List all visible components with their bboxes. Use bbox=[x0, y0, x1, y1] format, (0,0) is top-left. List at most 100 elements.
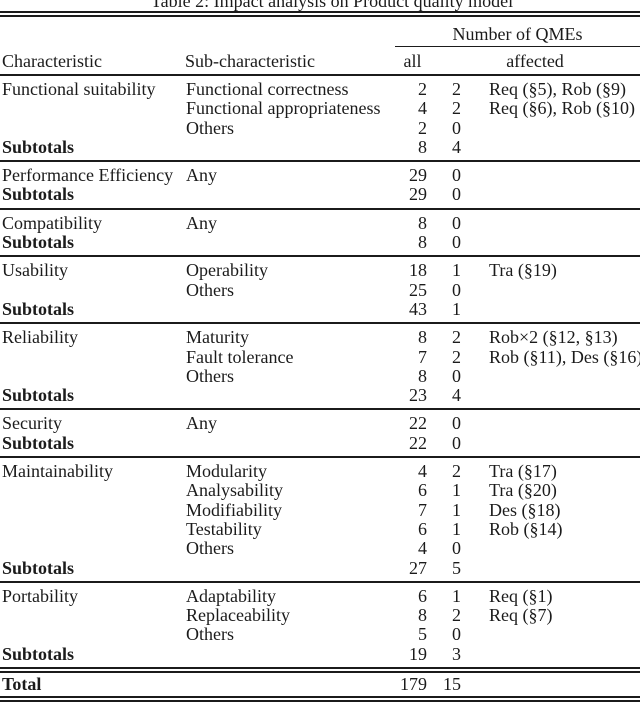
table-row: Functional suitability Functional correct… bbox=[0, 75, 640, 99]
table-row: Replaceability 8 2 Req (§7) bbox=[0, 605, 640, 626]
characteristic-cell bbox=[0, 520, 185, 539]
subtotal-sub-spacer bbox=[185, 185, 395, 208]
subtotal-sub-spacer bbox=[185, 233, 395, 256]
subcharacteristic-cell: Maturity bbox=[186, 327, 249, 348]
subcharacteristic-cell: Any bbox=[186, 212, 217, 233]
qme-affected-cell: 2 bbox=[452, 461, 461, 482]
qme-all-cell: 5 bbox=[418, 624, 427, 645]
qme-affected-cell: 0 bbox=[452, 413, 461, 434]
qme-all-cell: 6 bbox=[418, 585, 427, 606]
subtotal-affected-count: 3 bbox=[452, 643, 461, 664]
subcharacteristic-cell: Others bbox=[186, 279, 234, 300]
subtotal-row: Subtotals 19 3 bbox=[0, 643, 640, 670]
subcharacteristic-cell: Operability bbox=[186, 260, 268, 281]
subtotal-sub-spacer bbox=[185, 386, 395, 409]
subtotal-label: Subtotals bbox=[2, 643, 75, 664]
qme-affected-cell: 0 bbox=[452, 279, 461, 300]
subtotal-notes-spacer bbox=[462, 300, 640, 323]
qme-all-cell: 4 bbox=[418, 98, 427, 119]
subtotal-label: Subtotals bbox=[2, 184, 75, 205]
subtotal-notes-spacer bbox=[462, 386, 640, 409]
section-portability: Portability Adaptability 6 1 Req (§1) Replace… bbox=[0, 581, 640, 670]
total-all-count: 179 bbox=[400, 674, 427, 695]
qme-affected-cell: 0 bbox=[452, 538, 461, 559]
characteristic-cell bbox=[0, 99, 185, 118]
subtotal-sub-spacer bbox=[185, 434, 395, 457]
affected-notes-cell bbox=[462, 409, 640, 433]
col-header-characteristic: Characteristic bbox=[2, 50, 102, 71]
subtotal-affected-count: 1 bbox=[452, 298, 461, 319]
subcharacteristic-cell: Any bbox=[186, 165, 217, 186]
affected-notes-cell bbox=[462, 539, 640, 558]
total-affected-count: 15 bbox=[443, 674, 461, 695]
section-functional-suitability: Functional suitability Functional correct… bbox=[0, 75, 640, 161]
subcharacteristic-cell: Testability bbox=[186, 518, 262, 539]
subtotal-label: Subtotals bbox=[2, 557, 75, 578]
section-maintainability: Maintainability Modularity 4 2 Tra (§17) Anal… bbox=[0, 457, 640, 582]
characteristic-cell: Usability bbox=[2, 260, 68, 281]
qme-all-cell: 4 bbox=[418, 461, 427, 482]
qme-all-cell: 8 bbox=[418, 327, 427, 348]
total-section: Total 179 15 bbox=[0, 670, 640, 700]
subcharacteristic-cell: Functional correctness bbox=[186, 79, 349, 99]
table-row: Performance Efficiency Any 29 0 bbox=[0, 161, 640, 185]
group-header-row: Number of QMEs bbox=[0, 14, 640, 47]
affected-notes-cell: Req (§5), Rob (§9) bbox=[489, 79, 626, 99]
characteristic-cell bbox=[0, 501, 185, 520]
affected-notes-cell bbox=[462, 119, 640, 138]
characteristic-cell bbox=[0, 606, 185, 625]
subtotal-row: Subtotals 23 4 bbox=[0, 385, 640, 409]
subtotal-sub-spacer bbox=[185, 559, 395, 582]
table-row: Modifiability 7 1 Des (§18) bbox=[0, 499, 640, 520]
subtotal-row: Subtotals 22 0 bbox=[0, 432, 640, 457]
affected-notes-cell bbox=[462, 367, 640, 386]
subtotal-label: Subtotals bbox=[2, 298, 75, 319]
total-label: Total bbox=[2, 674, 42, 695]
table-row: Others 25 0 bbox=[0, 279, 640, 300]
table-row: Security Any 22 0 bbox=[0, 409, 640, 434]
affected-notes-cell: Req (§1) bbox=[489, 585, 553, 606]
table-row: Analysability 6 1 Tra (§20) bbox=[0, 480, 640, 501]
affected-notes-cell: Rob (§14) bbox=[489, 518, 563, 539]
subcharacteristic-cell: Functional appropriateness bbox=[186, 98, 381, 119]
subtotal-label: Subtotals bbox=[2, 432, 75, 453]
section-performance-efficiency: Performance Efficiency Any 29 0 Subtotals 29 0 bbox=[0, 161, 640, 209]
table-caption: Table 2: Impact analysis on Product qual… bbox=[150, 0, 514, 11]
qme-affected-cell: 1 bbox=[452, 260, 461, 281]
qme-affected-cell: 1 bbox=[452, 518, 461, 539]
qme-all-cell: 7 bbox=[418, 499, 427, 520]
subtotal-affected-count: 4 bbox=[452, 385, 461, 406]
characteristic-cell bbox=[0, 625, 185, 644]
subcharacteristic-cell: Adaptability bbox=[186, 585, 276, 606]
section-reliability: Reliability Maturity 8 2 Rob×2 (§12, §13) Fau… bbox=[0, 323, 640, 409]
qme-all-cell: 18 bbox=[409, 260, 427, 281]
table-header: Number of QMEs Characteristic Sub-charac… bbox=[0, 14, 640, 75]
col-header-affected: affected bbox=[506, 50, 564, 71]
table-row: Fault tolerance 7 2 Rob (§11), Des (§16) bbox=[0, 347, 640, 367]
total-row: Total 179 15 bbox=[0, 670, 640, 699]
affected-notes-cell: Tra (§20) bbox=[489, 480, 557, 501]
section-security: Security Any 22 0 Subtotals 22 0 bbox=[0, 409, 640, 457]
qme-all-cell: 8 bbox=[418, 212, 427, 233]
qme-all-cell: 8 bbox=[418, 605, 427, 626]
subtotal-notes-spacer bbox=[462, 233, 640, 256]
subtotal-all-count: 8 bbox=[418, 136, 427, 157]
qme-affected-cell: 0 bbox=[452, 212, 461, 233]
affected-notes-cell: Des (§18) bbox=[489, 499, 561, 520]
table-row: Others 8 0 bbox=[0, 366, 640, 386]
characteristic-cell bbox=[0, 119, 185, 138]
qme-affected-cell: 2 bbox=[452, 98, 461, 119]
characteristic-cell: Portability bbox=[2, 585, 78, 606]
characteristic-cell: Reliability bbox=[2, 327, 78, 348]
table-row: Others 4 0 bbox=[0, 538, 640, 559]
characteristic-cell bbox=[0, 348, 185, 367]
subtotal-affected-count: 0 bbox=[452, 232, 461, 253]
qme-all-cell: 6 bbox=[418, 518, 427, 539]
characteristic-cell bbox=[0, 281, 185, 300]
qme-affected-cell: 0 bbox=[452, 165, 461, 186]
subtotal-sub-spacer bbox=[185, 138, 395, 161]
qme-all-cell: 4 bbox=[418, 538, 427, 559]
subcharacteristic-cell: Replaceability bbox=[186, 605, 290, 626]
affected-notes-cell bbox=[462, 281, 640, 300]
qme-affected-cell: 0 bbox=[452, 624, 461, 645]
